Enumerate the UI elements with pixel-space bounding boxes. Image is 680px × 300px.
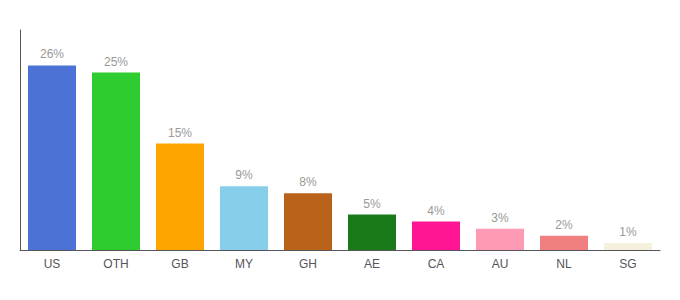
svg-text:2%: 2% xyxy=(555,218,573,232)
svg-text:9%: 9% xyxy=(235,168,253,182)
svg-text:5%: 5% xyxy=(363,197,381,211)
svg-text:SG: SG xyxy=(619,257,636,271)
svg-text:8%: 8% xyxy=(299,175,317,189)
svg-text:AU: AU xyxy=(492,257,509,271)
svg-text:4%: 4% xyxy=(427,204,445,218)
svg-text:CA: CA xyxy=(428,257,445,271)
svg-text:NL: NL xyxy=(556,257,572,271)
svg-text:OTH: OTH xyxy=(103,257,128,271)
svg-text:GB: GB xyxy=(171,257,188,271)
svg-text:GH: GH xyxy=(299,257,317,271)
svg-text:15%: 15% xyxy=(168,126,192,140)
svg-text:1%: 1% xyxy=(619,225,637,239)
svg-text:25%: 25% xyxy=(104,55,128,69)
svg-text:MY: MY xyxy=(235,257,253,271)
svg-text:3%: 3% xyxy=(491,211,509,225)
svg-text:26%: 26% xyxy=(40,47,64,61)
svg-text:AE: AE xyxy=(364,257,380,271)
svg-text:US: US xyxy=(44,257,61,271)
